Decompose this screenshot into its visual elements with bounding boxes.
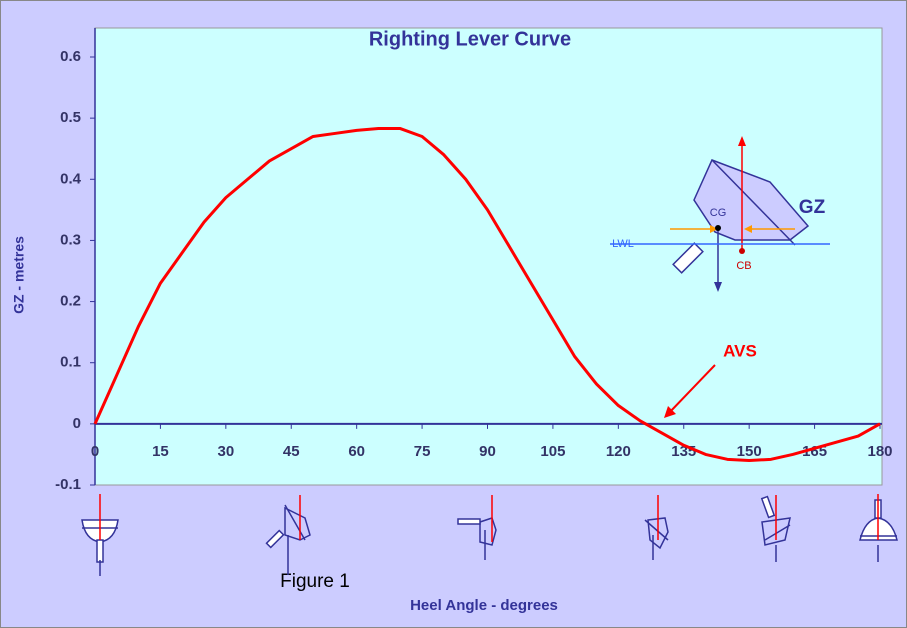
gz-line	[93, 127, 881, 463]
annotation-gz: GZ	[799, 197, 826, 218]
annotation-lwl: LWL	[612, 238, 634, 250]
annotation-cb: CB	[736, 260, 751, 272]
y-tick-label: 0.1	[60, 354, 81, 371]
caption: Figure 1	[280, 571, 350, 592]
boat-icons	[81, 494, 898, 576]
x-tick-label: 45	[283, 443, 300, 460]
x-tick-label: 15	[152, 443, 169, 460]
chart-title: Righting Lever Curve	[369, 28, 571, 50]
y-axis-label: GZ - metres	[11, 236, 27, 314]
y-tick-label: 0.6	[60, 48, 81, 65]
avs-arrow	[667, 364, 716, 415]
y-tick-label: -0.1	[55, 476, 81, 493]
x-tick-label: 105	[540, 443, 565, 460]
y-tick-label: 0.3	[60, 231, 81, 248]
inset-diagram	[610, 136, 830, 292]
x-tick-label: 180	[867, 443, 892, 460]
y-tick-label: 0.2	[60, 293, 81, 310]
y-tick-label: 0	[73, 415, 81, 432]
x-tick-label: 60	[348, 443, 365, 460]
avs-arrowhead	[664, 406, 676, 418]
annotation-avs: AVS	[723, 341, 757, 360]
plot-area	[94, 27, 883, 486]
x-tick-label: 0	[91, 443, 99, 460]
x-tick-label: 90	[479, 443, 496, 460]
x-tick-label: 120	[606, 443, 631, 460]
annotation-cg: CG	[710, 207, 727, 219]
y-tick-label: 0.5	[60, 109, 81, 126]
x-tick-label: 150	[737, 443, 762, 460]
y-tick-label: 0.4	[60, 170, 82, 187]
x-tick-label: 75	[414, 443, 431, 460]
x-axis-label: Heel Angle - degrees	[410, 597, 558, 614]
x-tick-label: 30	[217, 443, 234, 460]
